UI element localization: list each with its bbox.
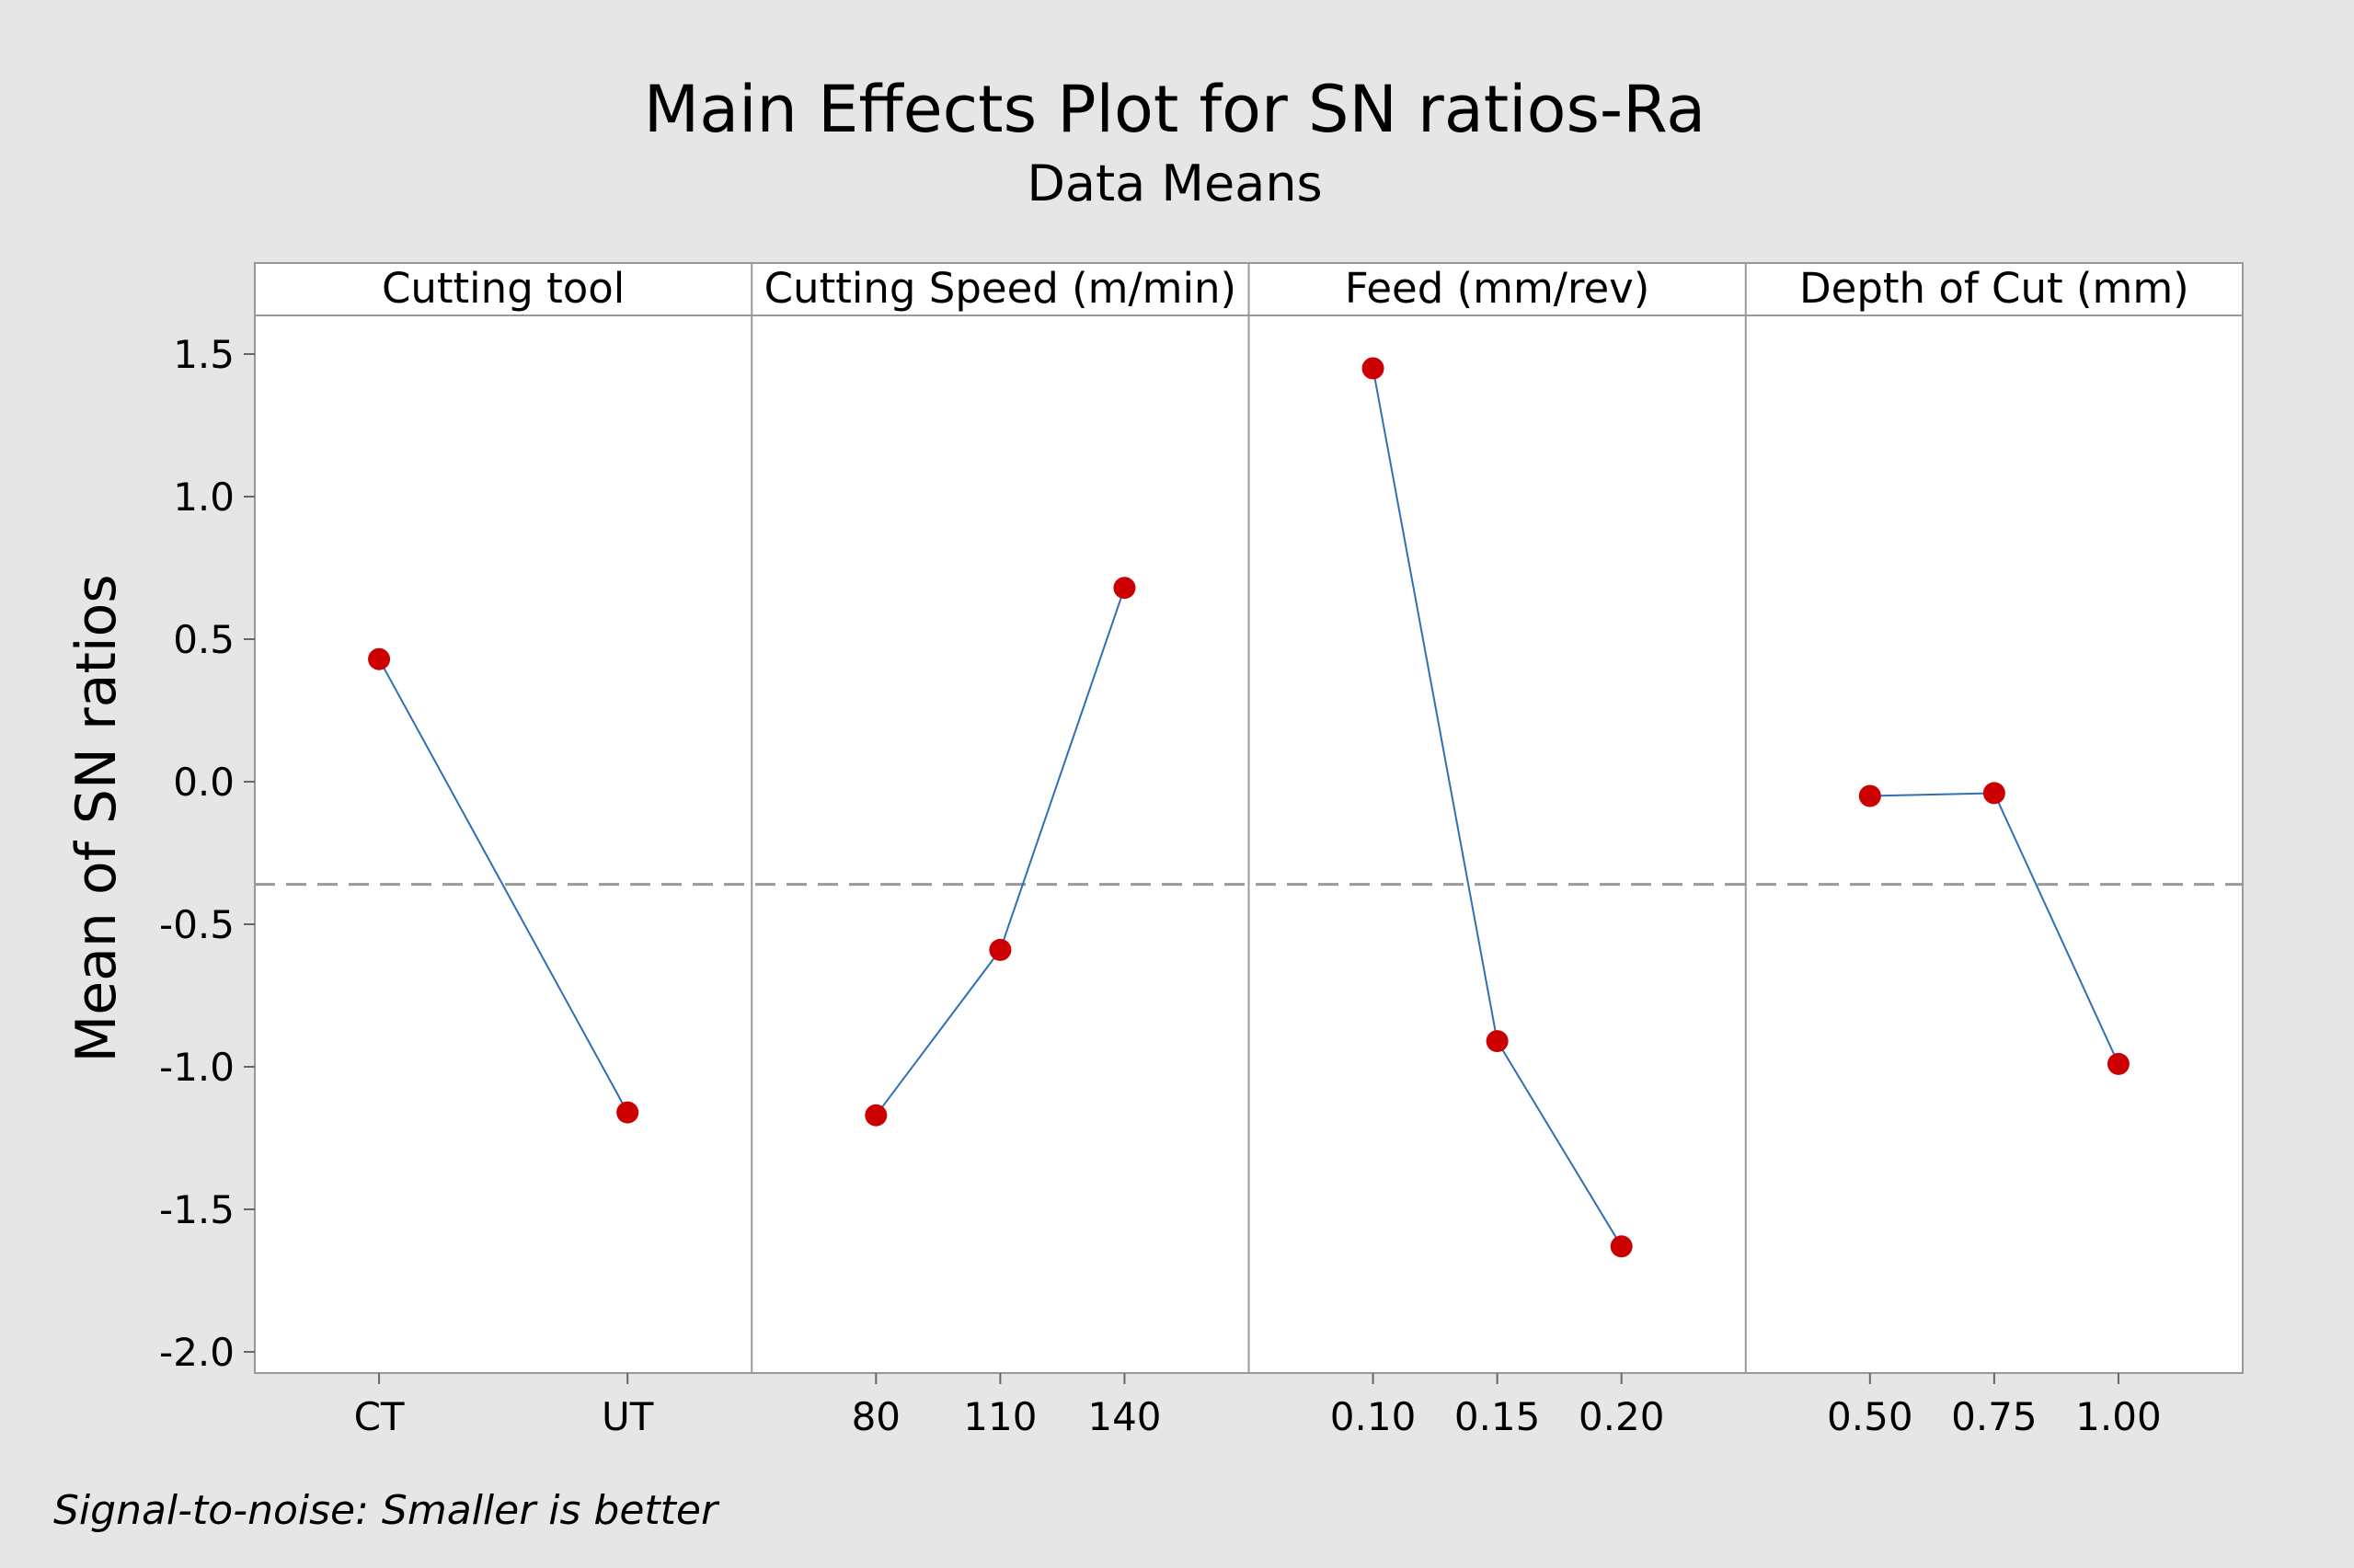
data-point <box>1610 1235 1633 1258</box>
x-tick-label: UT <box>602 1394 654 1439</box>
x-tick-label: 0.50 <box>1827 1394 1913 1439</box>
x-tick-label: 0.10 <box>1330 1394 1417 1439</box>
y-tick-label: -1.5 <box>159 1187 235 1232</box>
data-point <box>1361 357 1384 380</box>
data-point <box>989 938 1012 961</box>
data-point <box>616 1101 639 1124</box>
data-point <box>368 647 391 670</box>
plot-area: 1.5 1.0 0.5 0.0 -0.5 -1.0 -1.5 -2.0 Cutting tool… <box>159 262 2244 1439</box>
panel-title: Feed (mm/rev) <box>1345 264 1649 313</box>
data-point <box>1858 784 1881 807</box>
y-tick-label: 0.0 <box>173 760 235 805</box>
x-tick-label: 0.75 <box>1951 1394 2038 1439</box>
panel-title: Cutting tool <box>382 264 625 313</box>
y-tick-label: -1.0 <box>159 1045 235 1090</box>
x-tick-label: 140 <box>1087 1394 1161 1439</box>
panel-title: Depth of Cut (mm) <box>1799 264 2189 313</box>
x-tick-label: 0.15 <box>1454 1394 1541 1439</box>
footnote: Signal-to-noise: Smaller is better <box>53 1487 720 1534</box>
data-point <box>1982 782 2005 805</box>
y-tick-label: 1.5 <box>173 332 235 377</box>
panel-title: Cutting Speed (m/min) <box>764 264 1236 313</box>
x-tick-label: CT <box>354 1394 405 1439</box>
y-axis-label: Mean of SN ratios <box>64 574 129 1062</box>
x-tick-label: 1.00 <box>2075 1394 2162 1439</box>
x-tick-label: 110 <box>963 1394 1037 1439</box>
chart-title: Main Effects Plot for SN ratios-Ra <box>644 72 1705 147</box>
series-line <box>378 658 629 1114</box>
x-tick-label: 80 <box>852 1394 901 1439</box>
y-tick-label: -2.0 <box>159 1330 235 1375</box>
x-tick-label: 0.20 <box>1579 1394 1665 1439</box>
chart-subtitle: Data Means <box>1027 155 1322 212</box>
data-point <box>2107 1052 2130 1075</box>
y-tick-label: 1.0 <box>173 475 235 520</box>
data-point <box>865 1104 888 1127</box>
y-tick-label: -0.5 <box>159 902 235 947</box>
data-point <box>1113 577 1136 600</box>
data-point <box>1486 1030 1509 1053</box>
y-tick-label: 0.5 <box>173 617 235 662</box>
